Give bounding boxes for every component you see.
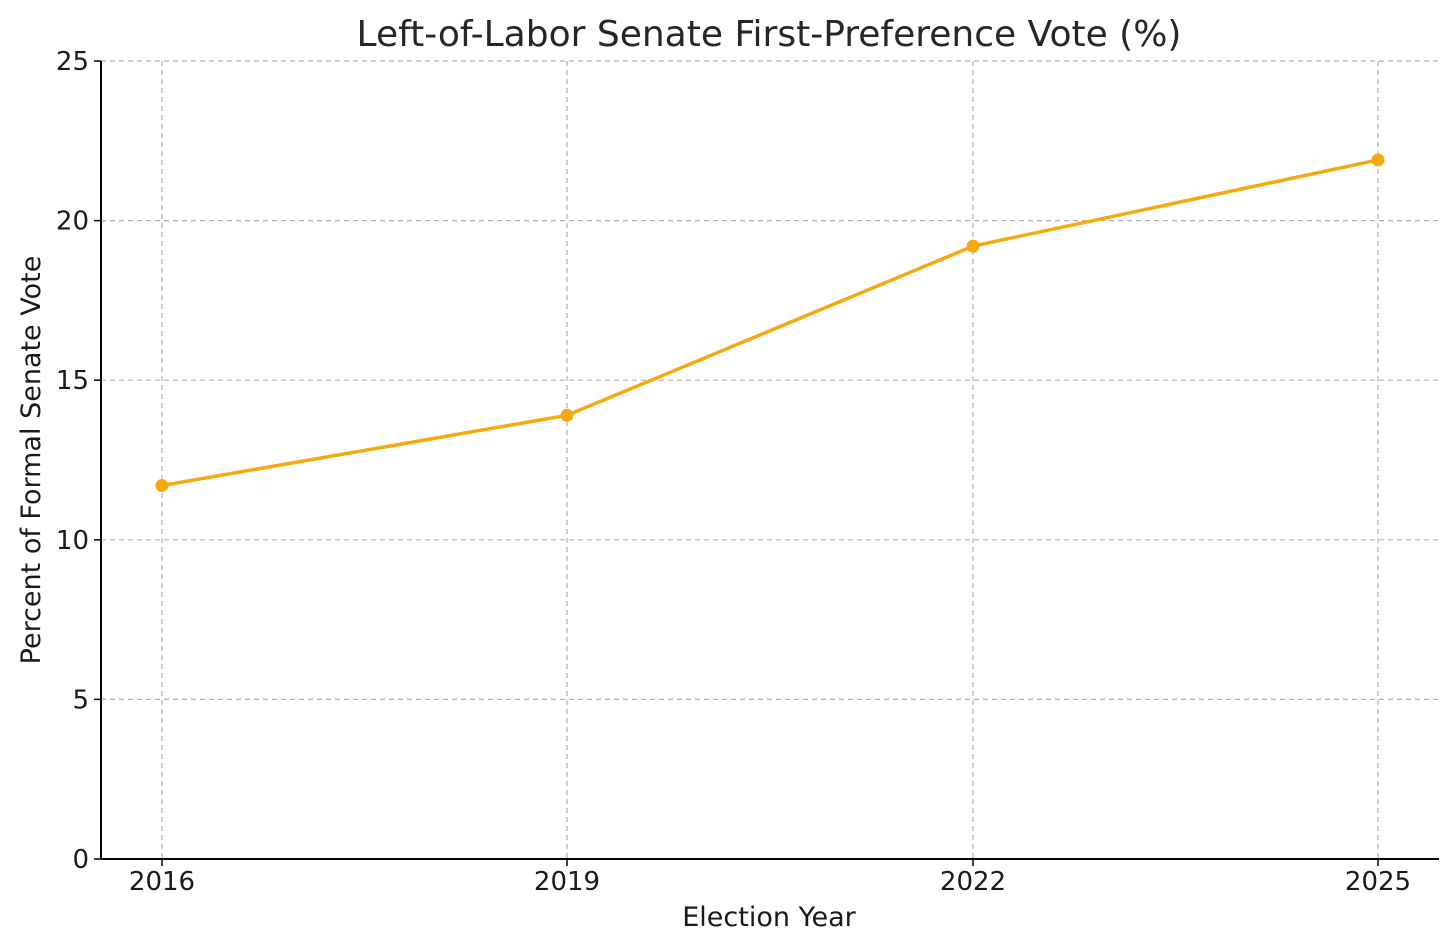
y-tick-label: 15 xyxy=(56,366,89,396)
y-tick-label: 20 xyxy=(56,207,89,237)
y-tick-label: 0 xyxy=(72,845,89,875)
x-tick-label: 2019 xyxy=(534,867,600,897)
y-tick-label: 10 xyxy=(56,526,89,556)
data-point xyxy=(966,239,980,253)
y-tick-label: 25 xyxy=(56,47,89,77)
x-tick-label: 2025 xyxy=(1345,867,1411,897)
grid xyxy=(101,60,1439,859)
series xyxy=(155,153,1385,493)
x-tick-label: 2016 xyxy=(129,867,195,897)
chart-title: Left-of-Labor Senate First-Preference Vo… xyxy=(357,14,1182,55)
x-tick-label: 2022 xyxy=(940,867,1006,897)
axes xyxy=(100,61,1439,860)
data-point xyxy=(155,479,169,493)
series-line xyxy=(161,158,1379,488)
y-tick-label: 5 xyxy=(72,685,89,715)
x-axis-label: Election Year xyxy=(682,902,856,933)
data-point xyxy=(1371,153,1385,167)
data-point xyxy=(560,408,574,422)
y-axis-label: Percent of Formal Senate Vote xyxy=(16,256,47,665)
